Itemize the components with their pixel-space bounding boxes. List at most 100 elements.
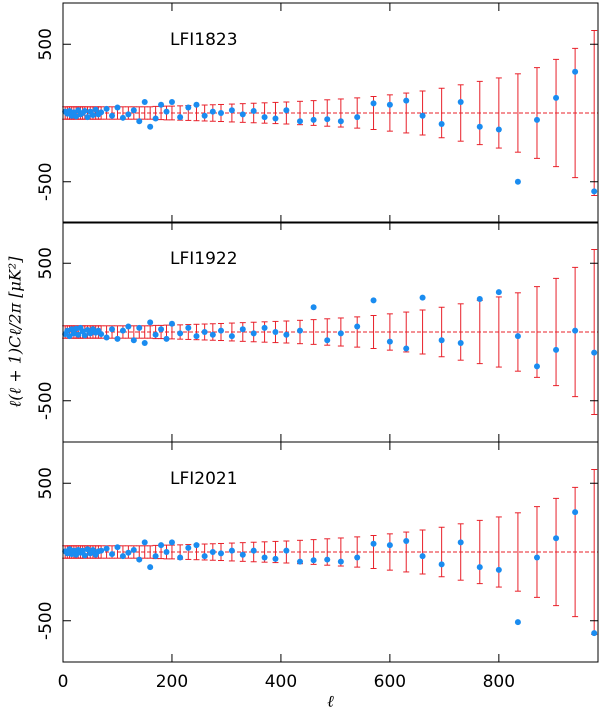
- point: [261, 114, 268, 121]
- point: [177, 114, 184, 121]
- y-tick-label: -500: [36, 601, 56, 640]
- point: [158, 542, 165, 549]
- point: [386, 101, 393, 108]
- point: [476, 296, 483, 302]
- x-tick-label: 600: [374, 672, 406, 692]
- point: [337, 330, 344, 337]
- point: [114, 104, 121, 111]
- point: [553, 535, 560, 542]
- point: [476, 564, 483, 571]
- point: [553, 94, 560, 101]
- point: [163, 335, 170, 342]
- x-tick-label: 800: [483, 672, 515, 692]
- panel-title: LFI2021: [170, 469, 238, 489]
- error-bar: [141, 325, 148, 339]
- y-tick-label: -500: [36, 162, 56, 201]
- point: [103, 545, 110, 552]
- point: [337, 558, 344, 565]
- point: [217, 327, 224, 334]
- point: [66, 333, 73, 340]
- point: [75, 331, 82, 338]
- point: [272, 555, 279, 562]
- error-bar: [147, 545, 154, 559]
- point: [296, 118, 303, 125]
- point: [228, 547, 235, 554]
- error-bar: [354, 536, 361, 568]
- point: [79, 547, 86, 554]
- point: [239, 551, 246, 558]
- point: [250, 547, 257, 554]
- point: [250, 107, 257, 114]
- error-bar: [457, 84, 464, 142]
- error-bar: [591, 249, 598, 415]
- point: [495, 566, 502, 573]
- point: [457, 340, 464, 346]
- point: [403, 538, 410, 544]
- x-tick-label: 0: [58, 672, 69, 692]
- error-bar: [533, 506, 540, 598]
- point: [185, 544, 192, 551]
- y-tick-label: 500: [36, 247, 56, 279]
- point: [84, 114, 91, 121]
- point: [310, 557, 317, 564]
- point: [591, 188, 598, 195]
- point: [228, 333, 235, 340]
- error-bar: [476, 80, 483, 146]
- error-bar: [533, 286, 540, 378]
- point: [296, 327, 303, 334]
- panel-frame: [62, 2, 599, 224]
- point: [103, 105, 110, 112]
- error-bar: [354, 316, 361, 348]
- error-bar: [386, 94, 393, 132]
- error-bar: [457, 523, 464, 581]
- panel-title: LFI1922: [170, 249, 238, 269]
- point: [533, 116, 540, 123]
- point: [370, 540, 377, 547]
- point: [261, 324, 268, 331]
- point: [514, 178, 521, 185]
- error-bar: [553, 58, 560, 168]
- error-bar: [533, 67, 540, 159]
- point: [296, 558, 303, 565]
- point: [209, 108, 216, 115]
- point: [370, 297, 377, 304]
- error-bar: [572, 486, 579, 618]
- point: [217, 550, 224, 557]
- point: [201, 553, 208, 560]
- point: [370, 100, 377, 107]
- point: [239, 111, 246, 118]
- point: [158, 326, 165, 333]
- point: [283, 547, 290, 554]
- y-tick-label: 500: [36, 467, 56, 499]
- point: [209, 549, 216, 555]
- point: [324, 337, 331, 344]
- error-bar: [158, 105, 165, 121]
- point: [324, 116, 331, 123]
- point: [147, 564, 154, 571]
- point: [476, 123, 483, 130]
- point: [310, 304, 317, 311]
- point: [130, 107, 137, 114]
- point: [386, 542, 393, 549]
- point: [168, 99, 175, 105]
- error-bar: [514, 512, 521, 592]
- point: [403, 345, 410, 352]
- point: [228, 107, 235, 114]
- point: [457, 539, 464, 546]
- point: [98, 109, 105, 116]
- point: [125, 323, 132, 330]
- point: [533, 554, 540, 561]
- error-bar: [514, 292, 521, 372]
- point: [572, 68, 579, 75]
- error-bar: [386, 533, 393, 571]
- point: [109, 326, 116, 333]
- error-bar: [495, 516, 502, 588]
- error-bar: [495, 77, 502, 149]
- point: [89, 546, 96, 553]
- point: [158, 101, 165, 108]
- point: [119, 553, 126, 560]
- point: [152, 331, 159, 338]
- point: [261, 554, 268, 561]
- point: [141, 99, 148, 105]
- point: [92, 106, 99, 113]
